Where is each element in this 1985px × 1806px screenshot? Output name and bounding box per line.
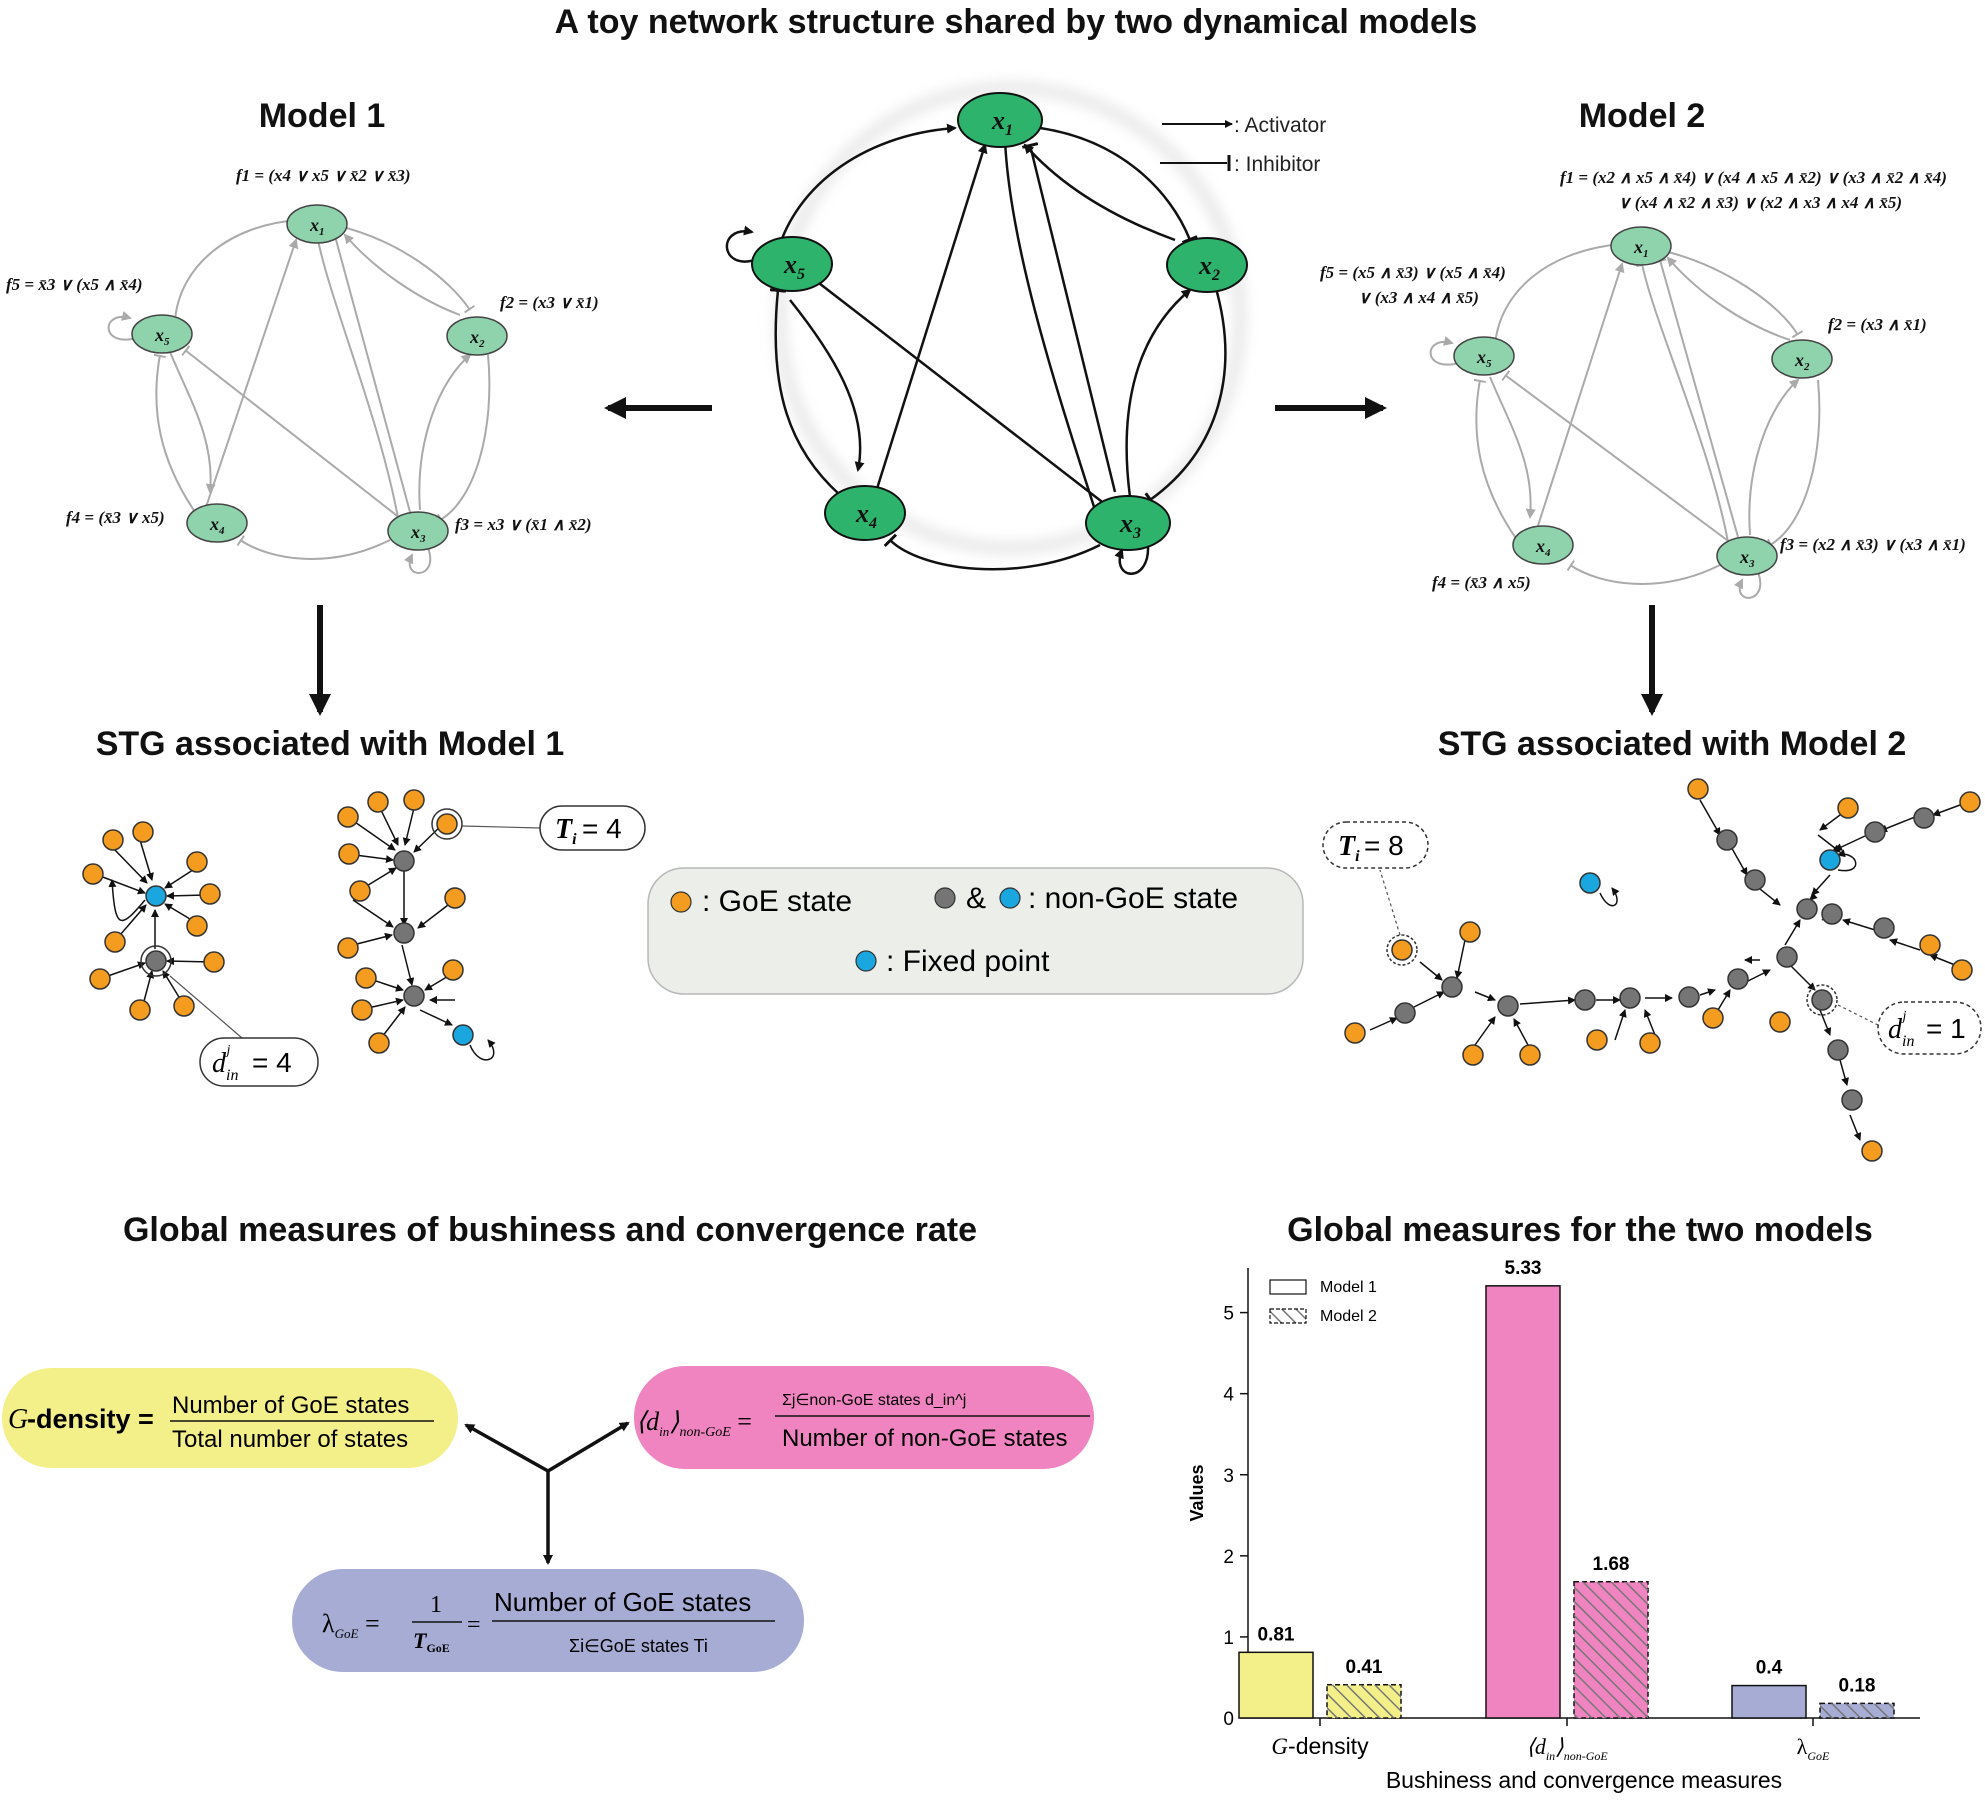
nongoe-dot-icon bbox=[934, 887, 956, 909]
bar-model-1-1 bbox=[1485, 1285, 1561, 1719]
x-tick-label-0: G-density bbox=[1271, 1733, 1369, 1759]
y-tick-label-4: 4 bbox=[1223, 1385, 1234, 1406]
nongoe-dot2-icon bbox=[999, 887, 1021, 909]
value-label-0-0: 0.81 bbox=[1258, 1624, 1295, 1645]
model2-network: x1 x2 x3 x4 x5 bbox=[1429, 226, 1833, 599]
goe-label: : GoE state bbox=[702, 885, 852, 918]
node-x4 bbox=[824, 485, 906, 541]
legend-swatch-model1 bbox=[1269, 1279, 1307, 1295]
bar-hatch-2 bbox=[1820, 1703, 1894, 1718]
gdensity-label: -density = bbox=[27, 1404, 154, 1434]
x-tick-label-1: ⟨din⟩non-GoE bbox=[1526, 1734, 1608, 1763]
y-tick-label-5: 5 bbox=[1223, 1304, 1234, 1325]
value-label-0-2: 0.4 bbox=[1756, 1658, 1783, 1679]
svg-text:dinj: dinj bbox=[212, 1043, 238, 1084]
model2-f2: f2 = (x3 ∧ x̄1) bbox=[1828, 315, 1927, 334]
bar-hatch-1 bbox=[1574, 1581, 1648, 1718]
svg-text:1: 1 bbox=[430, 1592, 442, 1618]
din-box bbox=[634, 1366, 1094, 1469]
stg1-graph: Ti = 4 dinj = 4 bbox=[82, 789, 646, 1087]
model2-f1-line1: f1 = (x2 ∧ x5 ∧ x̄4) ∨ (x4 ∧ x5 ∧ x̄2) ∨… bbox=[1560, 168, 1947, 187]
stg1-din-value: = 4 bbox=[252, 1047, 292, 1078]
chart-legend: Model 1 Model 2 bbox=[1269, 1279, 1377, 1325]
node-x1 bbox=[957, 92, 1043, 148]
stg2-graph: Ti = 8 dinj = 1 bbox=[1322, 778, 1982, 1162]
x-tick-label-2: λGoE bbox=[1797, 1734, 1830, 1763]
stg2-ti-value: = 8 bbox=[1364, 830, 1404, 861]
legend-swatch-model2 bbox=[1269, 1308, 1307, 1324]
lambda-num: Number of GoE states bbox=[494, 1587, 751, 1617]
goe-dot-icon bbox=[670, 891, 692, 913]
y-tick-label-2: 2 bbox=[1223, 1547, 1234, 1568]
edge-legend: : Activator : Inhibitor bbox=[1160, 114, 1326, 176]
lambda-den: Σi∈GoE states Ti bbox=[569, 1636, 708, 1656]
model2-f4: f4 = (x̄3 ∧ x5) bbox=[1432, 573, 1531, 592]
node-x3 bbox=[1085, 495, 1171, 551]
stg1-title: STG associated with Model 1 bbox=[96, 725, 565, 763]
stg1-ti-value: = 4 bbox=[582, 813, 622, 844]
stg2-din-value: = 1 bbox=[1926, 1013, 1966, 1044]
activator-label: : Activator bbox=[1234, 114, 1326, 137]
central-network: x1 x2 x3 x4 x5 bbox=[725, 81, 1248, 575]
svg-text:Ti: Ti bbox=[555, 814, 577, 848]
bar-model-1-0 bbox=[1238, 1651, 1314, 1719]
model1-f4: f4 = (x̄3 ∨ x5) bbox=[66, 508, 165, 527]
legend-label-model1: Model 1 bbox=[1320, 1279, 1377, 1296]
value-label-1-1: 1.68 bbox=[1593, 1554, 1630, 1575]
y-tick-label-1: 1 bbox=[1223, 1628, 1234, 1649]
fixed-dot-icon bbox=[855, 950, 877, 972]
model2-f1-line2: ∨ (x4 ∧ x̄2 ∧ x̄3) ∨ (x2 ∧ x3 ∧ x4 ∧ x̄5… bbox=[1618, 193, 1902, 212]
din-den: Number of non-GoE states bbox=[782, 1425, 1067, 1452]
y-tick-label-3: 3 bbox=[1223, 1466, 1234, 1487]
inhibitor-label: : Inhibitor bbox=[1234, 153, 1320, 176]
fixed-label: : Fixed point bbox=[886, 945, 1050, 978]
svg-text:Ti: Ti bbox=[1338, 831, 1360, 865]
value-label-1-0: 0.41 bbox=[1346, 1657, 1383, 1678]
bar-chart: Values Bushiness and convergence measure… bbox=[1187, 1258, 1920, 1793]
model2-title: Model 2 bbox=[1579, 97, 1706, 135]
stg2-title: STG associated with Model 2 bbox=[1438, 725, 1907, 763]
amp-label: & bbox=[966, 882, 986, 915]
model2-f5-line2: ∨ (x3 ∧ x4 ∧ x̄5) bbox=[1358, 288, 1479, 307]
din-num: Σj∈non-GoE states d_in^j bbox=[782, 1392, 966, 1409]
model1-title: Model 1 bbox=[259, 97, 386, 135]
chart-title: Global measures for the two models bbox=[1287, 1211, 1873, 1249]
y-tick-label-0: 0 bbox=[1223, 1709, 1234, 1730]
svg-text:=: = bbox=[467, 1612, 481, 1638]
y-axis-label: Values bbox=[1187, 1464, 1207, 1521]
value-label-0-1: 5.33 bbox=[1505, 1258, 1542, 1279]
nongoe-label: : non-GoE state bbox=[1028, 882, 1238, 915]
model1-f3: f3 = x3 ∨ (x̄1 ∧ x̄2) bbox=[455, 515, 592, 534]
model2-f5-line1: f5 = (x5 ∧ x̄3) ∨ (x5 ∧ x̄4) bbox=[1320, 263, 1506, 282]
gdensity-den: Total number of states bbox=[172, 1426, 408, 1453]
model1-f2: f2 = (x3 ∨ x̄1) bbox=[500, 293, 599, 312]
node-x5 bbox=[751, 236, 833, 292]
gdensity-num: Number of GoE states bbox=[172, 1392, 409, 1419]
model1-f1: f1 = (x4 ∨ x5 ∨ x̄2 ∨ x̄3) bbox=[236, 166, 411, 185]
bar-model-1-2 bbox=[1731, 1684, 1807, 1719]
model1-f5: f5 = x̄3 ∨ (x5 ∧ x̄4) bbox=[6, 275, 143, 294]
svg-text:G: G bbox=[8, 1404, 28, 1435]
gdensity-box bbox=[2, 1368, 458, 1468]
legend-label-model2: Model 2 bbox=[1320, 1308, 1377, 1325]
x-axis-label: Bushiness and convergence measures bbox=[1386, 1767, 1782, 1793]
measures-formulas: G -density = Number of GoE states Total … bbox=[2, 1366, 1094, 1672]
measures-title: Global measures of bushiness and converg… bbox=[123, 1211, 977, 1249]
model1-network: x1 x2 x3 x4 x5 bbox=[107, 204, 508, 574]
value-label-1-2: 0.18 bbox=[1839, 1675, 1876, 1696]
bar-hatch-0 bbox=[1327, 1684, 1401, 1718]
state-legend: : GoE state & : non-GoE state : Fixed po… bbox=[647, 867, 1304, 995]
model2-f3: f3 = (x2 ∧ x̄3) ∨ (x3 ∧ x̄1) bbox=[1780, 535, 1966, 554]
node-x2 bbox=[1166, 237, 1248, 293]
main-title: A toy network structure shared by two dy… bbox=[555, 3, 1478, 41]
